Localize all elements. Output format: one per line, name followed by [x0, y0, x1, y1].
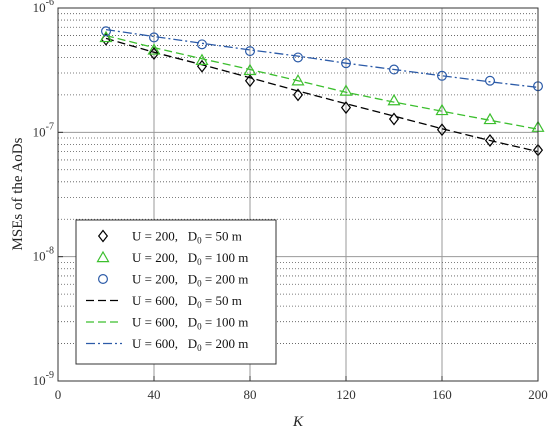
- series-markers: [100, 26, 543, 92]
- axis-ticks: 0 40 80 120 160 200 10-9 10-8 10-7 10-6: [33, 0, 548, 402]
- data-point-triangle: [99, 30, 113, 43]
- data-point-diamond: [484, 134, 496, 147]
- data-point-triangle: [483, 112, 497, 125]
- data-point-circle: [197, 39, 208, 50]
- data-point-diamond: [292, 88, 304, 102]
- series-line-path: [105, 37, 539, 153]
- legend-label: U = 200, D0 = 200 m: [132, 272, 248, 289]
- x-tick-label: 120: [336, 387, 356, 402]
- series-line-path: [105, 28, 539, 89]
- series-markers: [99, 30, 545, 132]
- legend-entry: U = 200, D0 = 100 m: [96, 250, 248, 267]
- data-point-diamond: [148, 47, 160, 61]
- x-tick-label: 160: [432, 387, 452, 402]
- legend-label: U = 200, D0 = 100 m: [132, 250, 248, 267]
- y-tick-label: 10-9: [33, 370, 54, 388]
- data-point-triangle: [387, 93, 401, 106]
- series-line: [105, 34, 539, 130]
- data-point-circle: [97, 274, 108, 285]
- y-tick-label: 10-6: [33, 0, 54, 15]
- data-point-triangle: [339, 84, 353, 96]
- x-axis-title: K: [292, 414, 304, 430]
- y-tick-label: 10-8: [33, 246, 54, 264]
- y-axis-title: MSEs of the AoDs: [10, 137, 26, 250]
- data-point-triangle: [195, 53, 209, 65]
- legend-label: U = 200, D0 = 50 m: [132, 229, 242, 246]
- series-layer: [99, 26, 545, 157]
- data-point-circle: [485, 75, 496, 86]
- data-point-diamond: [340, 101, 352, 115]
- series-line: [105, 28, 539, 89]
- data-point-triangle: [147, 43, 161, 55]
- data-point-triangle: [243, 63, 257, 76]
- data-point-diamond: [436, 123, 448, 137]
- legend-entry: U = 600, D0 = 100 m: [86, 315, 248, 332]
- legend-entry: U = 200, D0 = 200 m: [97, 272, 248, 289]
- legend-label: U = 600, D0 = 50 m: [132, 293, 242, 310]
- legend-box: [75, 219, 277, 365]
- data-point-circle: [389, 64, 400, 75]
- legend-entry: U = 200, D0 = 50 m: [97, 229, 242, 246]
- data-point-circle: [437, 70, 448, 81]
- data-point-circle: [149, 32, 160, 43]
- legend-entry: U = 600, D0 = 50 m: [86, 293, 242, 310]
- x-tick-label: 200: [528, 387, 548, 402]
- data-point-diamond: [388, 112, 400, 126]
- data-point-circle: [293, 52, 304, 63]
- data-point-triangle: [435, 103, 449, 116]
- series-line: [105, 37, 539, 153]
- legend: U = 200, D0 = 50 m U = 200, D0 = 100 m U =…: [75, 219, 277, 365]
- data-point-diamond: [244, 74, 256, 88]
- x-tick-label: 80: [244, 387, 257, 402]
- data-point-triangle: [291, 74, 305, 86]
- series-line-path: [105, 34, 539, 130]
- x-tick-label: 40: [148, 387, 161, 402]
- legend-label: U = 600, D0 = 100 m: [132, 315, 248, 332]
- plot-frame: [57, 7, 539, 382]
- data-point-circle: [100, 26, 111, 37]
- data-point-circle: [245, 46, 256, 57]
- legend-label: U = 600, D0 = 200 m: [132, 336, 248, 353]
- data-point-triangle: [96, 250, 110, 263]
- data-point-circle: [341, 58, 352, 69]
- data-point-diamond: [97, 229, 109, 243]
- legend-entry: U = 600, D0 = 200 m: [86, 336, 248, 353]
- y-tick-label: 10-7: [33, 121, 54, 139]
- x-tick-label: 0: [55, 387, 62, 402]
